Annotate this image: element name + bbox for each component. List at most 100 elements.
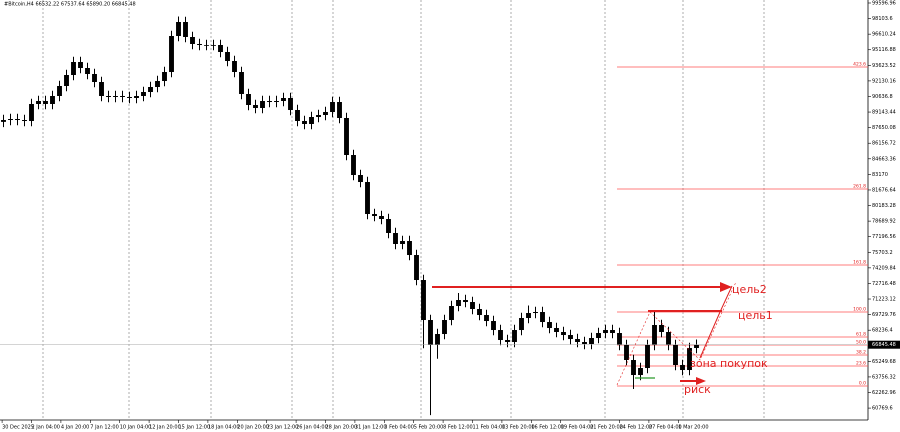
candle-body [22, 120, 27, 122]
x-tick-label: 31 Jan 12:00 [355, 425, 387, 431]
x-tick-label: 1 Mar 20:00 [678, 425, 708, 431]
candle-body [533, 312, 538, 314]
candle-body [36, 101, 41, 104]
candle-body [547, 322, 552, 329]
y-tick-label: 65249.68 [872, 359, 896, 365]
arrowhead [696, 377, 706, 385]
candle-body [379, 216, 384, 220]
candle-body [232, 61, 237, 72]
candle-body [568, 335, 573, 340]
chart-title: #Bitcoin,H4 66532.22 67537.64 65890.20 6… [4, 2, 136, 8]
y-tick-label: 87650.08 [872, 125, 896, 131]
y-tick-label: 95116.88 [872, 47, 896, 53]
y-tick-label: 62262.96 [872, 390, 896, 396]
candle-body [645, 345, 650, 369]
fib-label: 423.6 [853, 62, 866, 68]
y-tick-label: 83170 [872, 172, 888, 178]
candle-body [148, 87, 153, 93]
candle-body [526, 313, 531, 319]
candle-body [484, 315, 489, 322]
candle-body [400, 241, 405, 245]
candle-body [64, 75, 69, 87]
y-tick-label: 89143.44 [872, 110, 896, 116]
candle-body [197, 43, 202, 45]
candle-body [295, 110, 300, 122]
y-tick-label: 98103.6 [872, 16, 893, 22]
candle-body [204, 44, 209, 46]
y-tick-label: 78689.92 [872, 219, 896, 225]
label-target2: цель2 [732, 283, 767, 296]
y-tick-label: 77196.56 [872, 234, 896, 240]
candle-body [554, 328, 559, 333]
y-tick-label: 80183.28 [872, 203, 896, 209]
candle-body [246, 94, 251, 105]
candle-body [477, 309, 482, 316]
candle-body [540, 312, 545, 323]
candle-body [15, 119, 20, 121]
candle-body [372, 214, 377, 217]
candle-body [386, 219, 391, 234]
fib-label: 0.0 [859, 381, 866, 387]
candle-body [652, 325, 657, 346]
last-price-label: 66845.48 [872, 342, 896, 348]
candle-body [638, 368, 643, 376]
fib-label: 38.2 [856, 350, 866, 356]
candle-body [603, 330, 608, 334]
x-tick-label: 11 Feb 04:00 [473, 425, 506, 431]
candle-body [239, 71, 244, 95]
x-tick-label: 21 Feb 20:00 [590, 425, 623, 431]
candle-body [680, 365, 685, 371]
candle-body [78, 62, 83, 69]
candle-body [302, 121, 307, 124]
candle-body [442, 320, 447, 335]
candle-body [120, 96, 125, 97]
x-tick-label: 2 Jan 04:00 [32, 425, 60, 431]
candle-body [624, 345, 629, 361]
candle-body [113, 96, 118, 97]
candle-body [421, 280, 426, 321]
fib-label: 261.8 [853, 184, 866, 190]
fib-label: 100.0 [853, 307, 866, 313]
label-risk: риск [684, 383, 711, 396]
candle-body [428, 320, 433, 346]
candle-body [323, 112, 328, 116]
x-tick-label: 8 Feb 12:00 [443, 425, 473, 431]
x-tick-label: 7 Jan 12:00 [90, 425, 118, 431]
y-tick-label: 60769.6 [872, 406, 893, 412]
projection [616, 281, 737, 386]
candle-body [288, 97, 293, 111]
candle-body [673, 345, 678, 366]
y-tick-label: 71223.12 [872, 297, 896, 303]
candle-body [8, 119, 13, 121]
path-line [699, 285, 733, 359]
candle-body [337, 102, 342, 118]
candle-body [449, 306, 454, 321]
candle-body [617, 333, 622, 346]
y-tick-label: 86156.72 [872, 141, 896, 147]
x-tick-label: 27 Feb 04:00 [649, 425, 682, 431]
x-tick-label: 4 Jan 20:00 [61, 425, 89, 431]
candle-body [582, 342, 587, 345]
fib-label: 61.8 [856, 332, 866, 338]
candle-body [316, 115, 321, 117]
candle-body [57, 86, 62, 97]
candle-body [267, 101, 272, 103]
candle-body [596, 333, 601, 339]
y-tick-label: 69729.76 [872, 312, 896, 318]
candle-body [470, 302, 475, 310]
y-tick-label: 74209.84 [872, 265, 896, 271]
x-tick-label: 28 Jan 20:00 [326, 425, 358, 431]
candle-body [253, 105, 258, 109]
candle-body [561, 332, 566, 336]
y-tick-label: 63756.32 [872, 374, 896, 380]
candle-body [351, 155, 356, 176]
last-price-box [868, 340, 900, 349]
candle-body [435, 334, 440, 346]
x-tick-label: 16 Feb 12:00 [531, 425, 564, 431]
candle-body [365, 182, 370, 215]
candle-body [463, 300, 468, 303]
candle-body [127, 96, 132, 98]
candle-body [694, 344, 699, 349]
x-tick-label: 13 Feb 20:00 [502, 425, 535, 431]
